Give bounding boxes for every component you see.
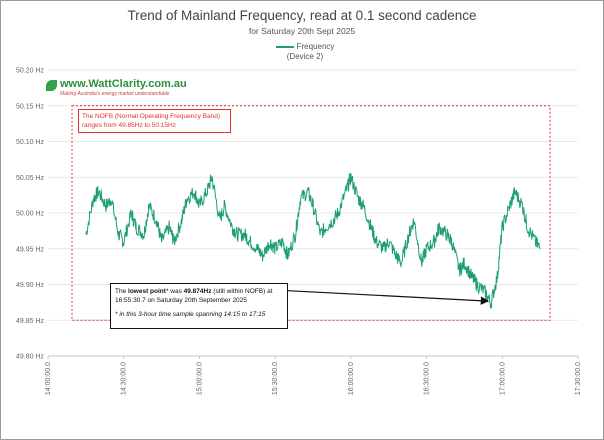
- lowest-text-d: 49.874Hz: [183, 288, 212, 295]
- nofb-band-box: [71, 105, 551, 321]
- x-tick-label: 15:00:00.0: [196, 362, 203, 395]
- leaf-icon: [46, 80, 57, 91]
- y-tick-label: 50.20 Hz: [16, 68, 45, 75]
- legend: Frequency (Device 2): [262, 42, 348, 62]
- legend-swatch: [275, 45, 294, 48]
- nofb-line-2: ranges from 49.85Hz to 50.15Hz: [82, 122, 176, 129]
- lowest-text-c: * was: [165, 288, 184, 295]
- y-tick-label: 50.00 Hz: [16, 211, 45, 218]
- lowest-footnote: * in this 3-hour time sample spanning 14…: [115, 311, 266, 318]
- y-tick-label: 49.95 Hz: [16, 246, 45, 253]
- nofb-line-1: The NOFB (Normal Operating Frequency Ban…: [82, 113, 220, 120]
- x-tick-label: 16:00:00.0: [348, 362, 355, 395]
- lowest-point-annotation: The lowest point* was 49.874Hz (still wi…: [110, 283, 288, 329]
- nofb-annotation: The NOFB (Normal Operating Frequency Ban…: [78, 109, 231, 133]
- series-line-frequency: [85, 173, 541, 309]
- y-tick-label: 50.15 Hz: [16, 103, 45, 110]
- x-tick-label: 17:00:00.0: [499, 362, 506, 395]
- x-tick-label: 14:00:00.0: [45, 362, 52, 395]
- y-tick-label: 49.90 Hz: [16, 282, 45, 289]
- lowest-text-e: (still within NOFB) at: [211, 288, 273, 295]
- lowest-line-2: 16:55:30.7 on Saturday 20th September 20…: [115, 297, 247, 304]
- x-axis: 14:00:00.0 14:30:00.0 15:00:00.0 15:30:00.0…: [45, 355, 582, 395]
- lowest-text-b: lowest point: [128, 288, 166, 295]
- legend-entry: Frequency: [296, 42, 335, 51]
- x-tick-label: 17:30:00.0: [575, 362, 582, 395]
- logo-text: www.WattClarity.com.au: [60, 78, 187, 90]
- lowest-text-a: The: [115, 288, 129, 295]
- y-tick-label: 49.85 Hz: [16, 318, 45, 325]
- legend-entry-sub: (Device 2): [286, 52, 324, 61]
- chart-subtitle: for Saturday 20th Sept 2025: [248, 26, 356, 36]
- x-tick-label: 14:30:00.0: [121, 362, 128, 395]
- logo-tagline: Making Australia's energy market underst…: [60, 91, 170, 97]
- y-tick-label: 49.80 Hz: [16, 354, 45, 361]
- logo: www.WattClarity.com.au Making Australia'…: [46, 78, 216, 100]
- y-axis: 50.20 Hz 50.15 Hz 50.10 Hz 50.05 Hz 50.00 Hz…: [16, 68, 45, 361]
- x-tick-label: 16:30:00.0: [424, 362, 431, 395]
- x-tick-label: 15:30:00.0: [272, 362, 279, 395]
- y-tick-label: 50.10 Hz: [16, 139, 45, 146]
- y-tick-label: 50.05 Hz: [16, 175, 45, 182]
- chart-title: Trend of Mainland Frequency, read at 0.1…: [127, 8, 477, 23]
